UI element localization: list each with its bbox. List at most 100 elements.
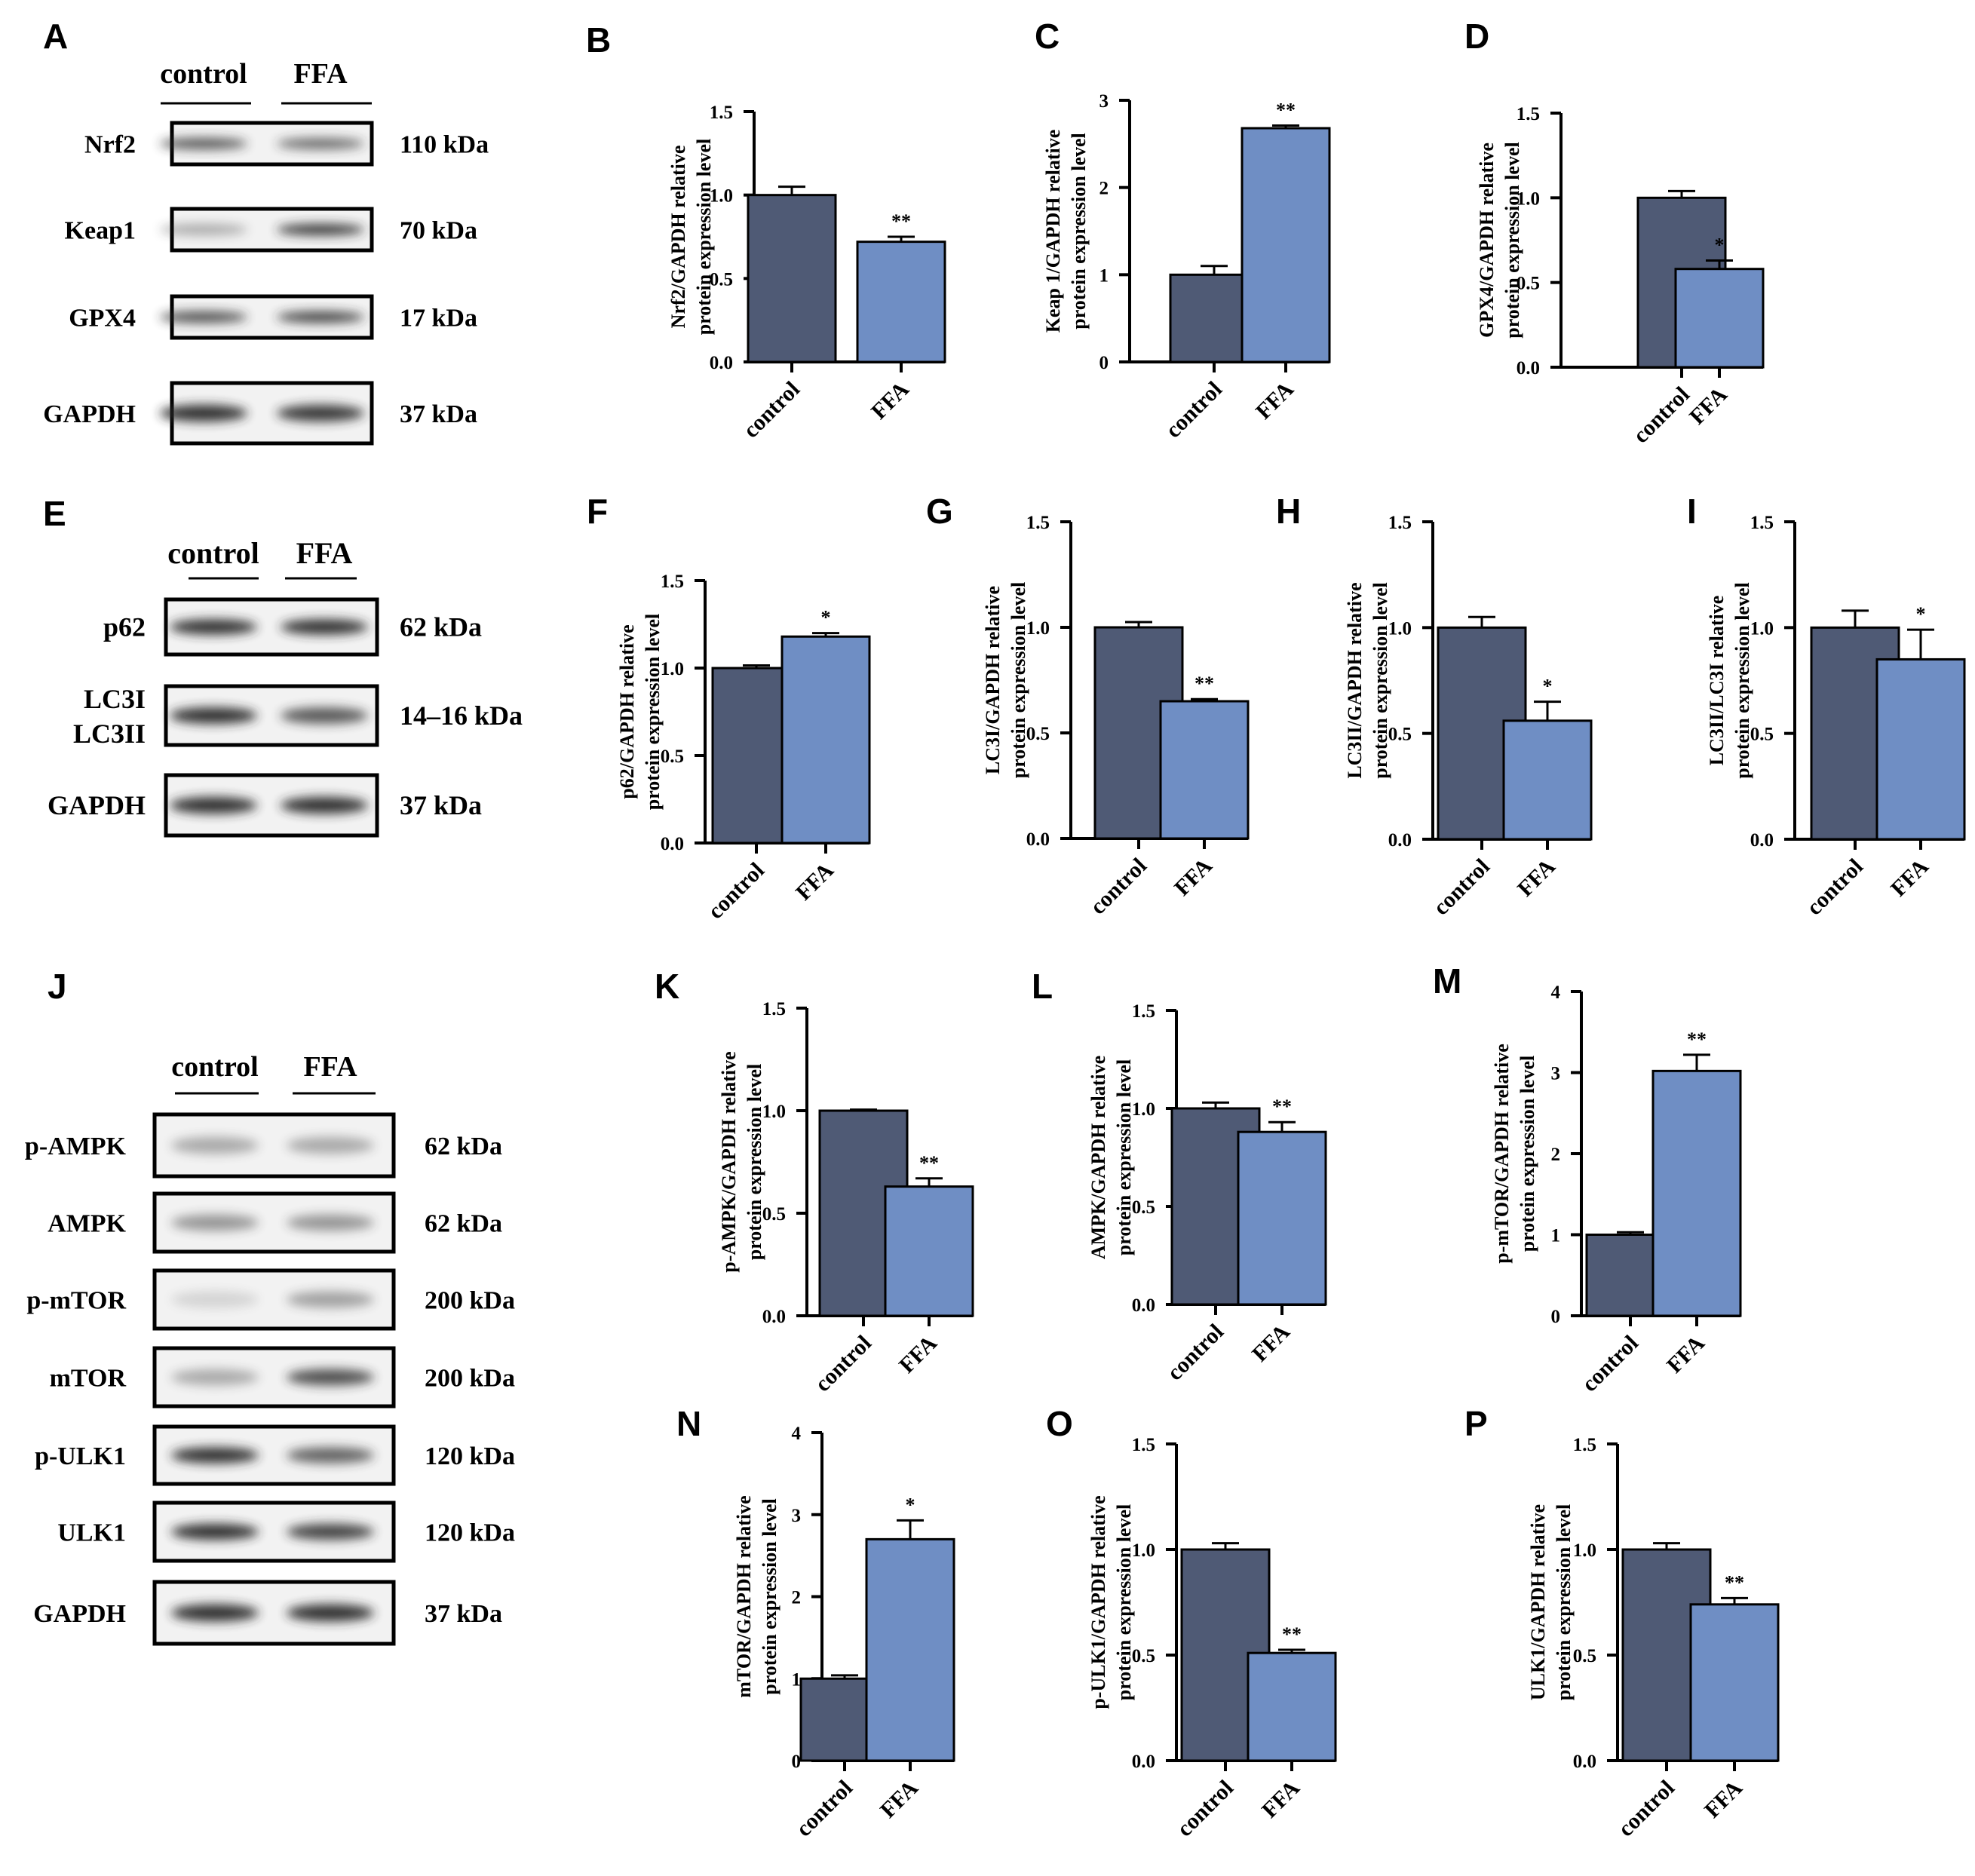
blot-band bbox=[281, 619, 368, 635]
y-tick-label: 0.5 bbox=[1750, 725, 1774, 745]
panel-label-c: C bbox=[1035, 17, 1060, 56]
y-tick-label: 1.0 bbox=[1026, 618, 1050, 639]
blot-band bbox=[287, 1214, 374, 1231]
y-axis-label-line1: LC3II/LC3I relative bbox=[1706, 596, 1728, 766]
y-axis-label: LC3II/GAPDH relative protein expression l… bbox=[1344, 582, 1391, 778]
x-tick-label-ffa: FFA bbox=[1700, 1775, 1747, 1822]
blot-row-label: p62 bbox=[103, 612, 146, 642]
x-tick-label-control: control bbox=[1613, 1776, 1679, 1842]
y-tick-label: 3 bbox=[1099, 91, 1109, 112]
lane-header-control: control bbox=[167, 536, 259, 570]
y-axis-label-line1: Nrf2/GAPDH relative bbox=[667, 146, 689, 329]
y-tick-label: 3 bbox=[792, 1506, 802, 1526]
y-axis-label-line1: ULK1/GAPDH relative bbox=[1527, 1504, 1549, 1700]
lane-header-control: control bbox=[160, 58, 247, 90]
blot-row-size: 120 kDa bbox=[425, 1442, 515, 1470]
y-tick-label: 0 bbox=[1099, 353, 1109, 373]
y-tick-label: 1.0 bbox=[1132, 1099, 1155, 1120]
panel-label-l: L bbox=[1032, 967, 1053, 1006]
blot-band bbox=[281, 707, 368, 724]
blot-band bbox=[171, 1369, 259, 1386]
blot-row-size: 62 kDa bbox=[425, 1133, 502, 1160]
y-tick-label: 0.0 bbox=[1026, 829, 1050, 850]
y-tick-label: 0.0 bbox=[661, 834, 684, 854]
bar-ffa bbox=[1689, 1603, 1780, 1762]
blot-band bbox=[287, 1523, 374, 1540]
y-tick-label: 0.0 bbox=[1132, 1295, 1155, 1316]
panel-label-m: M bbox=[1433, 961, 1462, 1001]
blot-band bbox=[171, 1447, 259, 1464]
blot-row-size: 200 kDa bbox=[425, 1287, 515, 1315]
y-tick-label: 0.0 bbox=[762, 1307, 786, 1327]
y-axis-label-line2: protein expression level bbox=[744, 1064, 765, 1260]
panel-label-o: O bbox=[1046, 1404, 1073, 1443]
blot-row-size: 62 kDa bbox=[400, 612, 482, 642]
y-axis-label-line1: mTOR/GAPDH relative bbox=[733, 1495, 755, 1697]
y-tick-label: 2 bbox=[792, 1588, 802, 1608]
y-axis-label-line1: p-mTOR/GAPDH relative bbox=[1491, 1044, 1513, 1264]
bar-ffa bbox=[1651, 1069, 1742, 1317]
blot-band bbox=[171, 1136, 259, 1154]
y-axis-label: GPX4/GAPDH relative protein expression le… bbox=[1476, 142, 1523, 338]
blot-band bbox=[171, 1604, 259, 1622]
y-tick-label: 2 bbox=[1551, 1145, 1561, 1165]
blot-row-label: p-AMPK bbox=[25, 1133, 127, 1160]
blot-row-label: LC3I bbox=[84, 684, 146, 714]
y-axis-label-line2: protein expression level bbox=[693, 139, 715, 335]
y-tick-label: 0.5 bbox=[710, 269, 733, 290]
y-tick-label: 0.5 bbox=[1132, 1197, 1155, 1218]
y-tick-label: 0.0 bbox=[1132, 1752, 1155, 1772]
blot-row-size: 120 kDa bbox=[425, 1519, 515, 1547]
blot-row-label: Nrf2 bbox=[84, 131, 136, 159]
blot-band bbox=[170, 796, 257, 814]
y-axis-label-line2: protein expression level bbox=[1113, 1059, 1135, 1255]
y-tick-label: 1.5 bbox=[710, 103, 733, 123]
lane-header-control: control bbox=[171, 1051, 258, 1083]
y-tick-label: 1.5 bbox=[1573, 1435, 1596, 1455]
blot-row-label: mTOR bbox=[50, 1365, 127, 1393]
blot-row-label: GAPDH bbox=[43, 400, 136, 428]
y-axis-label: p62/GAPDH relative protein expression lev… bbox=[616, 614, 664, 810]
y-tick-label: 0.5 bbox=[661, 746, 684, 767]
y-axis-label-line2: protein expression level bbox=[1731, 582, 1753, 778]
y-tick-label: 1.5 bbox=[1132, 1001, 1155, 1022]
blot-band bbox=[277, 404, 364, 422]
blot-band bbox=[287, 1291, 374, 1308]
y-axis-label-line1: GPX4/GAPDH relative bbox=[1476, 143, 1498, 338]
blot-band bbox=[287, 1604, 374, 1622]
blot-row-size: 110 kDa bbox=[400, 131, 489, 159]
y-tick-label: 1.5 bbox=[1388, 513, 1412, 533]
panel-label-a: A bbox=[43, 17, 69, 56]
blot-row-label: GAPDH bbox=[48, 790, 146, 820]
significance-marker: * bbox=[821, 607, 831, 629]
blot-band bbox=[281, 796, 368, 814]
y-axis-label-line1: AMPK/GAPDH relative bbox=[1087, 1056, 1109, 1259]
blot-row-label: p-ULK1 bbox=[35, 1442, 126, 1470]
blot-row-size: 70 kDa bbox=[400, 217, 477, 245]
y-tick-label: 0.0 bbox=[1750, 830, 1774, 851]
y-tick-label: 0.0 bbox=[1573, 1752, 1596, 1772]
y-tick-label: 0.5 bbox=[1517, 274, 1540, 294]
bar-ffa bbox=[1875, 658, 1966, 841]
y-tick-label: 0.5 bbox=[1132, 1646, 1155, 1666]
panel-label-n: N bbox=[676, 1404, 702, 1443]
y-tick-label: 4 bbox=[1551, 982, 1561, 1003]
y-tick-label: 0.0 bbox=[710, 353, 733, 373]
y-axis-label-line2: protein expression level bbox=[1517, 1056, 1538, 1252]
blot-band bbox=[171, 1214, 259, 1231]
y-tick-label: 1.0 bbox=[661, 659, 684, 679]
bar-ffa bbox=[1247, 1651, 1337, 1762]
y-axis-label: Nrf2/GAPDH relative protein expression le… bbox=[667, 139, 715, 335]
blot-band bbox=[287, 1447, 374, 1464]
y-tick-label: 0.5 bbox=[1388, 725, 1412, 745]
panel-label-p: P bbox=[1464, 1404, 1488, 1443]
y-tick-label: 0.5 bbox=[762, 1204, 786, 1225]
blot-band bbox=[160, 404, 247, 422]
y-axis-label-line1: LC3II/GAPDH relative bbox=[1344, 582, 1366, 778]
blot-band bbox=[287, 1136, 374, 1154]
